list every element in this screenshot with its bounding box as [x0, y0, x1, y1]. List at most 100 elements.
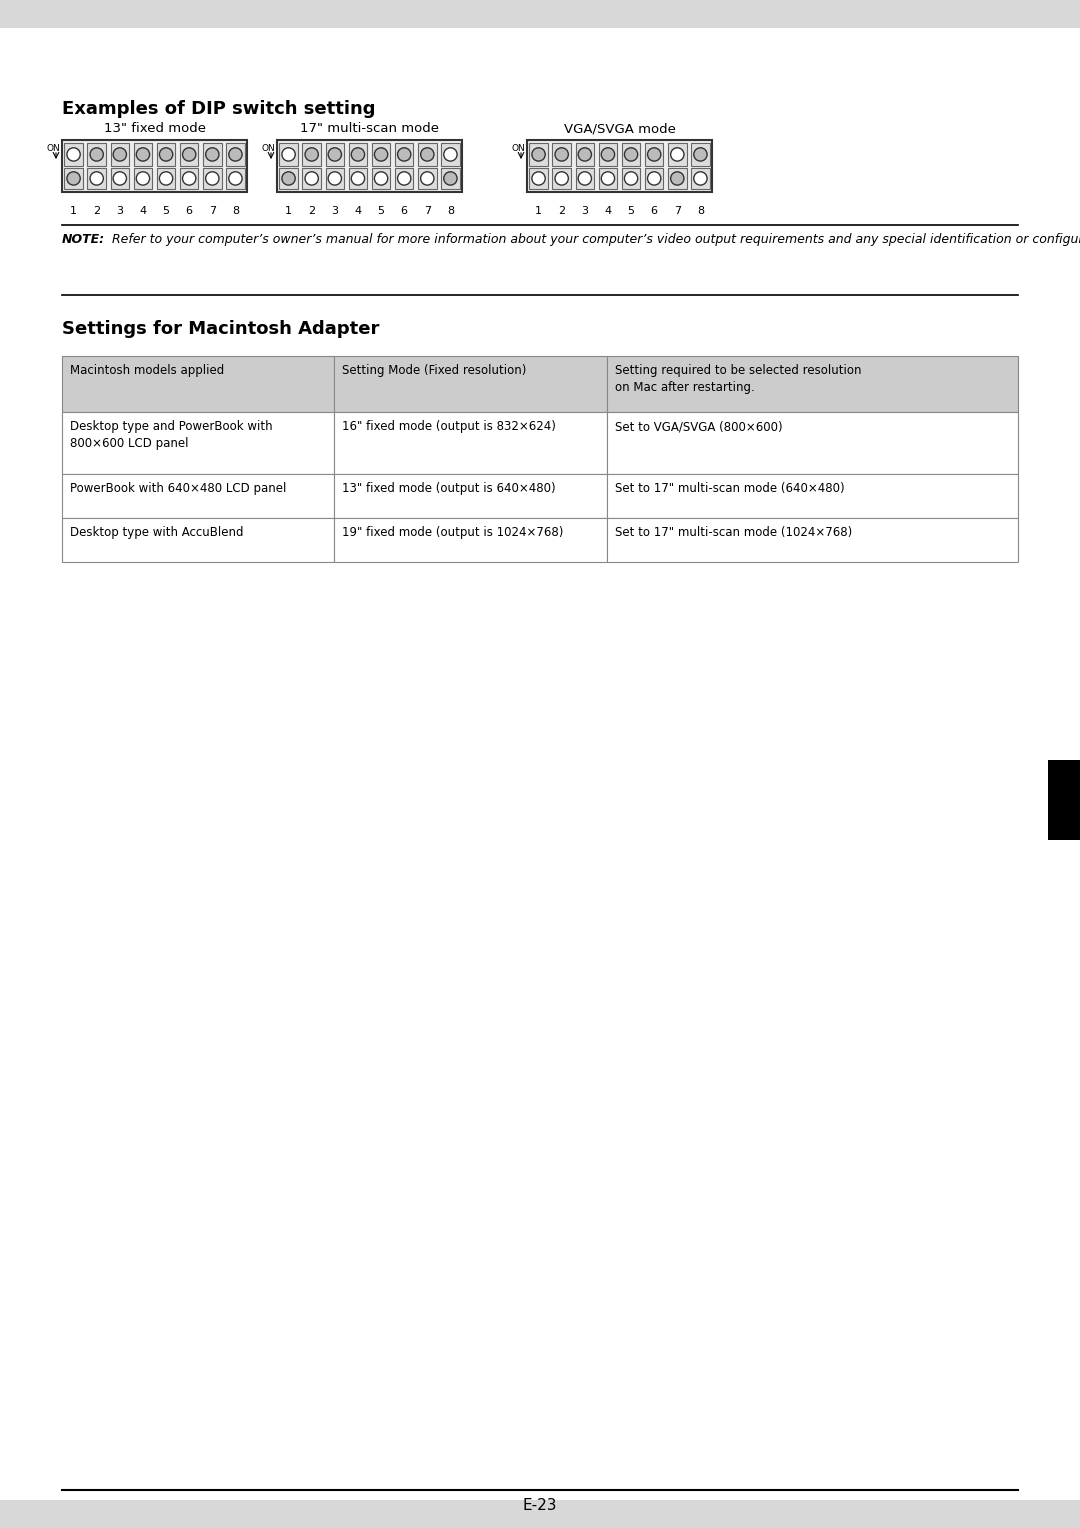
- Bar: [62, 474, 335, 518]
- Text: 6: 6: [401, 206, 407, 215]
- Circle shape: [282, 148, 295, 160]
- Bar: [62, 518, 335, 562]
- Text: VGA/SVGA mode: VGA/SVGA mode: [564, 122, 676, 134]
- Circle shape: [160, 148, 173, 160]
- Bar: [276, 141, 462, 193]
- Bar: [335, 518, 607, 562]
- Bar: [203, 144, 221, 167]
- Text: Settings for Macintosh Adapter: Settings for Macintosh Adapter: [62, 319, 379, 338]
- Bar: [110, 144, 130, 167]
- Bar: [349, 144, 367, 167]
- Bar: [553, 168, 571, 189]
- Text: 1: 1: [285, 206, 292, 215]
- Text: ON: ON: [511, 144, 525, 153]
- Text: NOTE:: NOTE:: [62, 232, 105, 246]
- Bar: [62, 141, 247, 193]
- Text: Examples of DIP switch setting: Examples of DIP switch setting: [62, 99, 376, 118]
- Circle shape: [67, 171, 80, 185]
- Bar: [110, 168, 130, 189]
- Bar: [134, 168, 152, 189]
- Text: ON: ON: [261, 144, 275, 153]
- Text: Setting Mode (Fixed resolution): Setting Mode (Fixed resolution): [342, 364, 527, 377]
- Text: Desktop type and PowerBook with
800×600 LCD panel: Desktop type and PowerBook with 800×600 …: [70, 420, 272, 451]
- Circle shape: [671, 171, 684, 185]
- Bar: [325, 144, 345, 167]
- Text: 17" multi-scan mode: 17" multi-scan mode: [300, 122, 440, 134]
- Text: Set to 17" multi-scan mode (1024×768): Set to 17" multi-scan mode (1024×768): [615, 526, 852, 539]
- Circle shape: [578, 148, 592, 160]
- Text: 6: 6: [186, 206, 192, 215]
- Bar: [576, 144, 594, 167]
- Bar: [280, 168, 298, 189]
- Bar: [553, 144, 571, 167]
- Bar: [325, 168, 345, 189]
- Circle shape: [671, 148, 684, 160]
- Circle shape: [136, 148, 150, 160]
- Text: Macintosh models applied: Macintosh models applied: [70, 364, 225, 377]
- Text: 5: 5: [627, 206, 635, 215]
- Circle shape: [113, 171, 126, 185]
- Text: 8: 8: [232, 206, 239, 215]
- Text: Desktop type with AccuBlend: Desktop type with AccuBlend: [70, 526, 243, 539]
- Bar: [645, 144, 663, 167]
- Bar: [645, 168, 663, 189]
- Circle shape: [532, 148, 545, 160]
- Circle shape: [555, 171, 568, 185]
- Bar: [529, 144, 548, 167]
- Text: 1: 1: [70, 206, 77, 215]
- Circle shape: [420, 171, 434, 185]
- Bar: [527, 141, 712, 193]
- Text: 3: 3: [581, 206, 589, 215]
- Text: 19" fixed mode (output is 1024×768): 19" fixed mode (output is 1024×768): [342, 526, 564, 539]
- Text: 8: 8: [447, 206, 454, 215]
- Bar: [622, 168, 640, 189]
- Text: 5: 5: [163, 206, 170, 215]
- Text: Refer to your computer’s owner’s manual for more information about your computer: Refer to your computer’s owner’s manual …: [108, 232, 1080, 246]
- Bar: [180, 144, 199, 167]
- Text: 13" fixed mode (output is 640×480): 13" fixed mode (output is 640×480): [342, 481, 556, 495]
- Circle shape: [305, 148, 319, 160]
- Circle shape: [183, 148, 195, 160]
- Bar: [418, 168, 436, 189]
- Bar: [372, 144, 390, 167]
- Bar: [134, 144, 152, 167]
- Text: 7: 7: [423, 206, 431, 215]
- Text: E-23: E-23: [523, 1497, 557, 1513]
- Bar: [1048, 759, 1080, 840]
- Circle shape: [229, 171, 242, 185]
- Circle shape: [90, 171, 104, 185]
- Circle shape: [205, 171, 219, 185]
- Bar: [226, 168, 245, 189]
- Bar: [335, 474, 607, 518]
- Text: 2: 2: [93, 206, 100, 215]
- Circle shape: [375, 171, 388, 185]
- Text: 2: 2: [558, 206, 565, 215]
- Circle shape: [160, 171, 173, 185]
- Text: PowerBook with 640×480 LCD panel: PowerBook with 640×480 LCD panel: [70, 481, 286, 495]
- Circle shape: [648, 148, 661, 160]
- Circle shape: [328, 171, 341, 185]
- Bar: [302, 144, 321, 167]
- Circle shape: [305, 171, 319, 185]
- Text: 16" fixed mode (output is 832×624): 16" fixed mode (output is 832×624): [342, 420, 556, 432]
- Bar: [65, 144, 83, 167]
- Circle shape: [648, 171, 661, 185]
- Bar: [607, 474, 1018, 518]
- Text: 1: 1: [535, 206, 542, 215]
- Bar: [669, 144, 687, 167]
- Circle shape: [602, 171, 615, 185]
- Bar: [598, 144, 617, 167]
- Circle shape: [67, 148, 80, 160]
- Circle shape: [351, 171, 365, 185]
- Bar: [442, 168, 460, 189]
- Bar: [395, 144, 414, 167]
- Circle shape: [375, 148, 388, 160]
- Text: Set to VGA/SVGA (800×600): Set to VGA/SVGA (800×600): [615, 420, 783, 432]
- Bar: [442, 144, 460, 167]
- Circle shape: [229, 148, 242, 160]
- Bar: [418, 144, 436, 167]
- Bar: [226, 144, 245, 167]
- Circle shape: [205, 148, 219, 160]
- Bar: [62, 413, 335, 474]
- Bar: [691, 168, 710, 189]
